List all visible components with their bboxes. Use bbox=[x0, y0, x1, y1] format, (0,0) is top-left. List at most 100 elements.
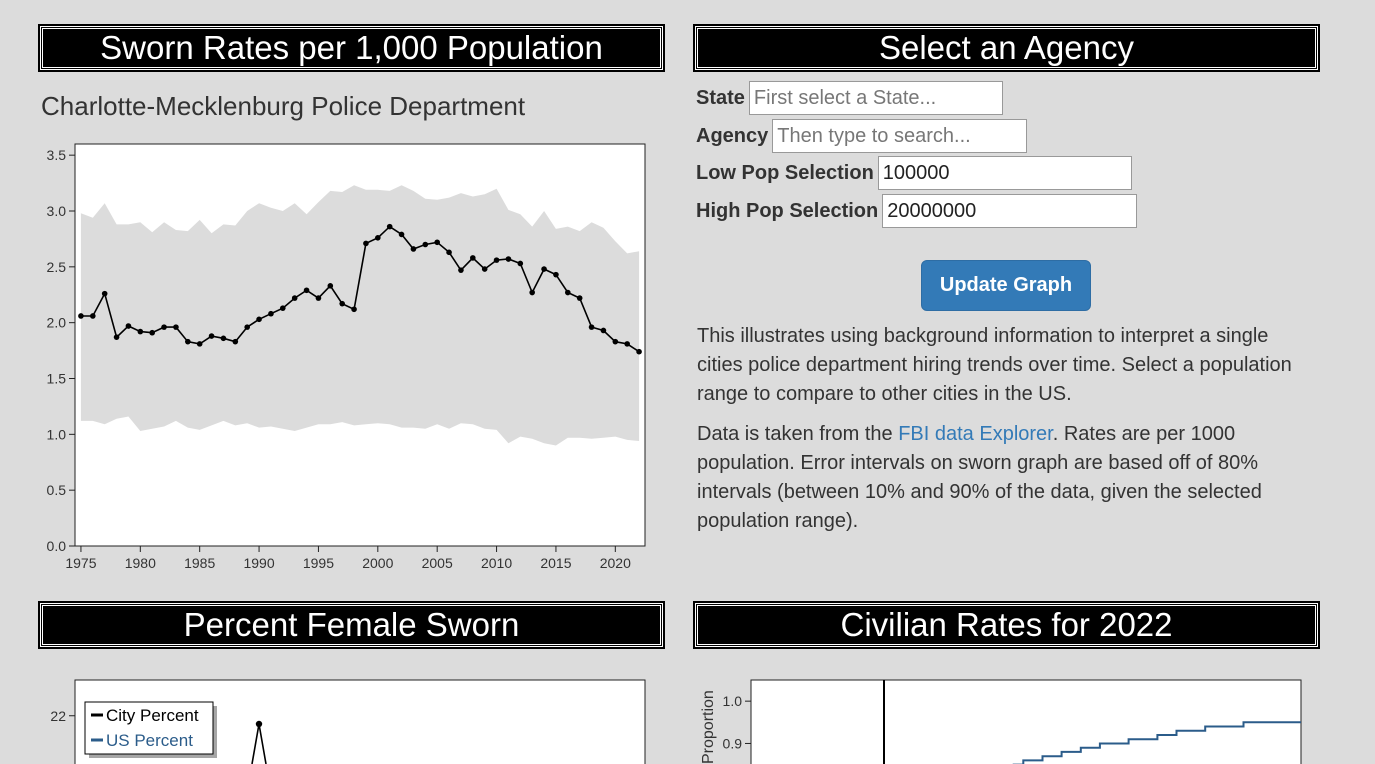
y-axis: 2022 bbox=[50, 708, 75, 764]
data-point-2005 bbox=[434, 239, 440, 246]
y-tick-label-3.0: 3.0 bbox=[47, 203, 67, 219]
state-label: State bbox=[696, 86, 745, 109]
data-point-2016 bbox=[565, 289, 571, 296]
data-point-1985 bbox=[196, 341, 203, 347]
y-tick-label-1.5: 1.5 bbox=[47, 371, 67, 387]
fbi-data-explorer-link[interactable]: FBI data Explorer bbox=[898, 423, 1053, 445]
data-point-2001 bbox=[386, 223, 393, 230]
interval-band bbox=[80, 185, 640, 446]
data-point-1996 bbox=[327, 283, 334, 289]
high-pop-label: High Pop Selection bbox=[696, 199, 879, 222]
data-point-1978 bbox=[113, 334, 120, 340]
y-tick-label-22: 22 bbox=[50, 708, 66, 724]
data-point-1989 bbox=[244, 324, 250, 330]
data-point-1991 bbox=[268, 310, 274, 317]
data-point-2021 bbox=[624, 341, 630, 347]
data-point-2013 bbox=[529, 289, 535, 296]
y-axis: 0.9 1.0 bbox=[723, 693, 751, 751]
data-point-2006 bbox=[446, 249, 452, 256]
data-point-2009 bbox=[481, 266, 488, 272]
x-tick-label-1990: 1990 bbox=[243, 555, 274, 571]
x-tick-label-1985: 1985 bbox=[184, 555, 215, 571]
data-point-1988 bbox=[232, 338, 239, 345]
data-point-2018 bbox=[588, 324, 595, 330]
x-tick-label-2010: 2010 bbox=[481, 555, 512, 571]
y-tick-label-0.5: 0.5 bbox=[47, 482, 67, 498]
agency-row: Agency bbox=[696, 119, 1028, 153]
data-point-2010 bbox=[493, 257, 500, 263]
data-point-2015 bbox=[553, 271, 559, 278]
data-point-2004 bbox=[422, 241, 429, 248]
data-point-1980 bbox=[137, 328, 144, 335]
state-row: State bbox=[696, 81, 1003, 115]
agency-search-input[interactable] bbox=[772, 119, 1028, 153]
civilian-rates-chart: 0.9 1.0 Proportion bbox=[700, 679, 1302, 764]
description-paragraph-2: Data is taken from the FBI data Explorer… bbox=[697, 420, 1317, 536]
high-pop-row: High Pop Selection bbox=[696, 194, 1138, 228]
data-point-1982 bbox=[161, 324, 167, 330]
y-tick-label-2.5: 2.5 bbox=[47, 259, 67, 275]
data-point-1986 bbox=[208, 333, 215, 339]
data-point-2003 bbox=[410, 246, 417, 252]
y-tick-label-0.0: 0.0 bbox=[47, 538, 67, 554]
high-pop-input[interactable] bbox=[882, 194, 1138, 228]
data-point-2008 bbox=[470, 255, 476, 261]
data-point-2020 bbox=[612, 338, 619, 345]
data-point-1975 bbox=[78, 313, 84, 319]
cumulative-proportion-line bbox=[1012, 721, 1301, 764]
percent-female-title: Percent Female Sworn bbox=[38, 601, 665, 649]
sworn-rates-chart: 0.0 0.5 1.0 1.5 2.0 2.5 3.0 3.5 1975 1980 1985 199… bbox=[47, 143, 646, 571]
data-point-1994 bbox=[303, 287, 310, 294]
y-tick-label-2.0: 2.0 bbox=[47, 315, 67, 331]
x-tick-label-1975: 1975 bbox=[65, 555, 96, 571]
low-pop-label: Low Pop Selection bbox=[696, 161, 874, 184]
x-tick-label-2020: 2020 bbox=[600, 555, 631, 571]
x-axis: 1975 1980 1985 1990 1995 2000 2005 2010 2015 2020 bbox=[65, 546, 631, 571]
x-tick-label-2005: 2005 bbox=[422, 555, 453, 571]
data-point-1983 bbox=[173, 324, 179, 330]
data-point-2012 bbox=[517, 260, 524, 267]
data-point-2007 bbox=[458, 267, 464, 273]
data-point-1990 bbox=[256, 316, 262, 323]
description-paragraph-1: This illustrates using background inform… bbox=[697, 325, 1292, 405]
description-text-after: . Rates are per 1000 population. Error i… bbox=[697, 423, 1262, 532]
data-point-1992 bbox=[280, 305, 286, 311]
x-tick-label-1995: 1995 bbox=[303, 555, 334, 571]
description-text-before: Data is taken from the bbox=[697, 423, 899, 445]
data-point-1977 bbox=[101, 290, 108, 297]
x-tick-label-2000: 2000 bbox=[362, 555, 393, 571]
data-point-1981 bbox=[149, 329, 155, 336]
civilian-rates-title: Civilian Rates for 2022 bbox=[693, 601, 1320, 649]
legend-us-label: US Percent bbox=[106, 731, 193, 750]
city-rate-points bbox=[78, 223, 642, 355]
data-point-1997 bbox=[339, 300, 345, 307]
data-point-2014 bbox=[541, 266, 547, 272]
data-point-1993 bbox=[291, 295, 298, 301]
y-tick-label-0.9: 0.9 bbox=[723, 735, 743, 751]
data-point-1995 bbox=[315, 295, 322, 301]
select-agency-title: Select an Agency bbox=[693, 24, 1320, 72]
data-point-2019 bbox=[600, 327, 607, 334]
agency-name-heading: Charlotte-Mecklenburg Police Department bbox=[41, 91, 526, 121]
data-point-2002 bbox=[398, 231, 405, 238]
y-tick-label-3.5: 3.5 bbox=[47, 147, 67, 163]
x-tick-label-1980: 1980 bbox=[125, 555, 156, 571]
data-point-2000 bbox=[375, 235, 381, 241]
legend-city-label: City Percent bbox=[106, 706, 199, 725]
data-point-1987 bbox=[220, 335, 227, 342]
low-pop-input[interactable] bbox=[877, 156, 1132, 190]
x-tick-label-2015: 2015 bbox=[540, 555, 571, 571]
data-point-1984 bbox=[185, 338, 191, 345]
y-axis-label: Proportion bbox=[700, 690, 717, 764]
data-point-2011 bbox=[505, 256, 512, 262]
sworn-rates-title: Sworn Rates per 1,000 Population bbox=[38, 24, 665, 72]
update-graph-button[interactable]: Update Graph bbox=[921, 260, 1091, 311]
data-point-1979 bbox=[125, 323, 132, 329]
state-input[interactable] bbox=[748, 81, 1003, 115]
agency-label: Agency bbox=[696, 124, 769, 147]
y-tick-label-1.0: 1.0 bbox=[723, 693, 743, 709]
data-point-2022 bbox=[636, 348, 642, 355]
data-point-1999 bbox=[363, 240, 369, 247]
low-pop-row: Low Pop Selection bbox=[696, 156, 1132, 190]
y-tick-label-20: 20 bbox=[50, 763, 66, 764]
